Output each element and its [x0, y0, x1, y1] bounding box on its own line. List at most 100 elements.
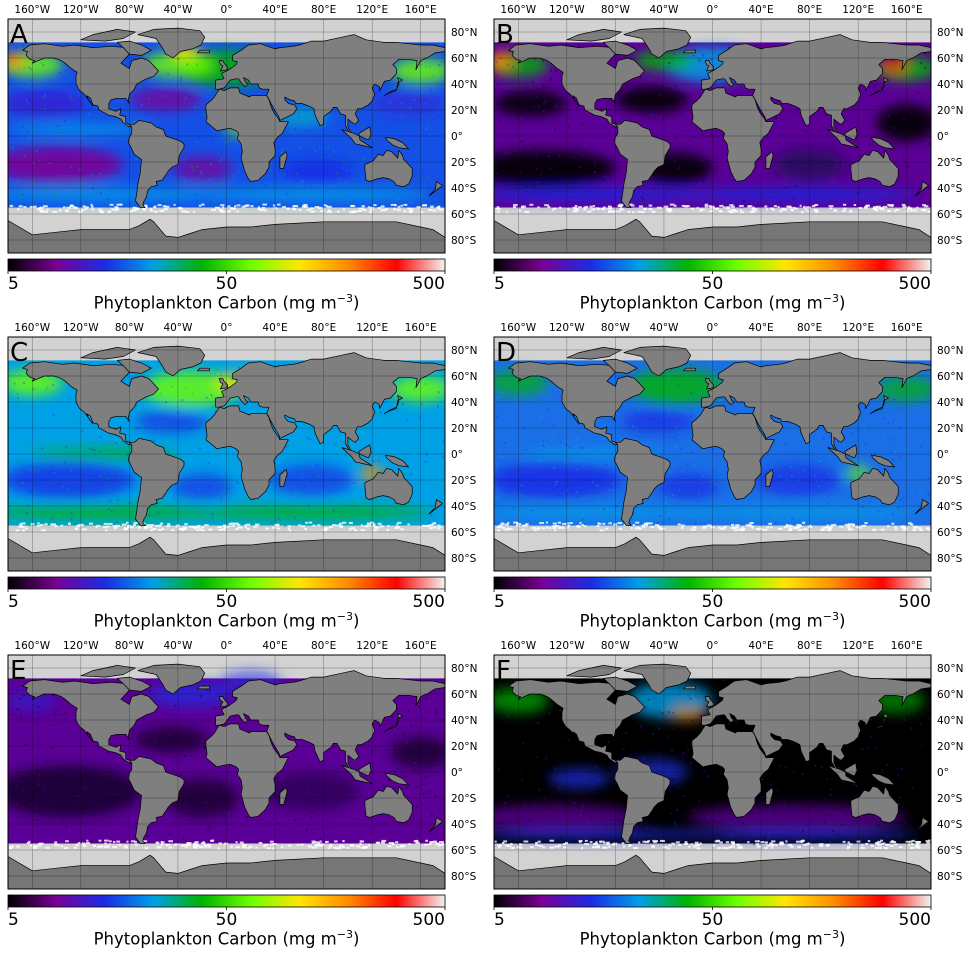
longitude-label: 120°E — [356, 322, 388, 334]
colorbar-min-label: 5 — [8, 274, 19, 294]
longitude-label: 0° — [707, 640, 719, 652]
landmass-australia — [364, 149, 413, 188]
concentration-patch — [548, 768, 610, 789]
colorbar-title: Phytoplankton Carbon (mg m−3) — [579, 292, 846, 313]
latitude-label: 40°N — [451, 79, 477, 91]
latitude-label: 80°N — [937, 663, 963, 675]
longitude-label: 40°E — [262, 322, 287, 334]
landmass-antarctica — [8, 536, 445, 571]
concentration-patch — [129, 87, 203, 112]
landmass-indonesia — [827, 444, 859, 467]
colorbar-gradient — [7, 258, 446, 272]
longitude-label: 120°E — [842, 4, 874, 16]
concentration-patch — [676, 188, 919, 201]
concentration-patch — [390, 58, 445, 84]
longitude-label: 80°W — [115, 640, 145, 652]
longitude-label: 160°W — [500, 640, 536, 652]
latitude-label: 60°N — [937, 53, 963, 65]
landmass-nz — [428, 817, 443, 833]
longitude-label: 80°W — [601, 322, 631, 334]
landmass-baffin — [602, 358, 638, 374]
concentration-patch — [8, 90, 87, 117]
longitude-label: 80°W — [115, 322, 145, 334]
landmass-baffin — [116, 676, 152, 692]
concentration-patch — [676, 829, 919, 840]
landmass-iceland — [197, 685, 210, 690]
latitude-label: 60°S — [451, 209, 477, 221]
panel-letter: F — [496, 656, 511, 686]
landmass-australia — [850, 785, 899, 824]
landmass-japan — [383, 77, 403, 97]
panel-letter: B — [496, 20, 514, 50]
landmass-greenland — [137, 27, 206, 59]
colorbar: 5 50 500 — [7, 258, 446, 294]
latitude-label: 20°S — [937, 793, 963, 805]
panel-letter: D — [496, 338, 516, 368]
latitude-label: 20°N — [451, 423, 477, 435]
longitude-label: 120°E — [356, 640, 388, 652]
landmass-japan — [869, 395, 889, 415]
longitude-label: 40°W — [649, 322, 679, 334]
longitude-label: 80°W — [115, 4, 145, 16]
concentration-patch — [8, 146, 124, 183]
colorbar: 5 50 500 — [7, 894, 446, 930]
longitude-label: 0° — [221, 4, 233, 16]
map-panel-f: 160°W 120°W 80°W 40°W 0° 40°E 80°E 120°E 160°E 80… — [486, 636, 966, 954]
graticule — [494, 337, 931, 571]
latitude-label: 80°S — [451, 871, 477, 883]
longitude-label: 0° — [707, 322, 719, 334]
landmass-eurasia — [215, 670, 445, 770]
longitude-label: 120°E — [842, 322, 874, 334]
latitude-label: 80°N — [937, 345, 963, 357]
longitude-label: 160°W — [14, 4, 50, 16]
landmass-madagascar — [765, 151, 774, 169]
longitude-label: 160°W — [500, 4, 536, 16]
map-frame — [493, 336, 932, 572]
latitude-label: 20°S — [937, 157, 963, 169]
longitude-label: 160°W — [14, 640, 50, 652]
landmass-iceland — [683, 49, 696, 54]
landmass-japan — [383, 713, 403, 733]
map-frame — [7, 336, 446, 572]
concentration-patch — [141, 370, 239, 408]
landmass-uk — [218, 696, 229, 708]
map-panel-b: 160°W 120°W 80°W 40°W 0° 40°E 80°E 120°E 160°E 80… — [486, 0, 966, 318]
landmass-eurasia — [215, 352, 445, 452]
landmass-arctic_is — [80, 347, 136, 360]
map-frame — [493, 18, 932, 254]
latitude-label: 80°S — [937, 235, 963, 247]
latitude-label: 60°S — [451, 527, 477, 539]
colorbar-min-label: 5 — [8, 592, 19, 612]
panel-letter: A — [10, 20, 28, 50]
concentration-patch — [494, 150, 616, 187]
landmass-africa — [691, 87, 775, 182]
map-svg: 160°W 120°W 80°W 40°W 0° 40°E 80°E 120°E 160°E 80… — [7, 640, 477, 890]
concentration-patch — [171, 155, 233, 182]
colorbar-gradient — [493, 894, 932, 908]
latitude-label: 40°S — [937, 501, 963, 513]
longitude-label: 120°W — [549, 640, 585, 652]
colorbar-title: Phytoplankton Carbon (mg m−3) — [93, 928, 360, 949]
landmass-africa — [205, 405, 289, 500]
landmass-iceland — [683, 367, 696, 372]
landmass-namerica — [508, 43, 645, 128]
longitude-label: 160°E — [891, 4, 923, 16]
landmass-samerica — [613, 756, 671, 844]
landmass-arctic_is — [80, 29, 136, 42]
concentration-patch — [372, 91, 445, 116]
landmass-madagascar — [279, 787, 288, 805]
longitude-label: 80°E — [797, 322, 822, 334]
latitude-label: 40°N — [937, 397, 963, 409]
concentration-patch — [494, 188, 713, 201]
colorbar-gradient — [493, 258, 932, 272]
longitude-label: 80°W — [601, 4, 631, 16]
concentration-patch — [8, 506, 227, 519]
panel-letter: E — [10, 656, 26, 686]
latitude-label: 80°N — [451, 27, 477, 39]
concentration-patch — [390, 736, 445, 769]
latitude-label: 20°S — [451, 793, 477, 805]
latitude-label: 40°S — [937, 819, 963, 831]
colorbar-title: Phytoplankton Carbon (mg m−3) — [93, 292, 360, 313]
landmass-greenland — [137, 345, 206, 377]
longitude-label: 120°E — [842, 640, 874, 652]
